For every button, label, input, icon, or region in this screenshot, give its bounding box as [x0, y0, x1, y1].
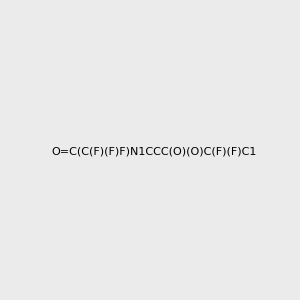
Text: O=C(C(F)(F)F)N1CCC(O)(O)C(F)(F)C1: O=C(C(F)(F)F)N1CCC(O)(O)C(F)(F)C1 — [51, 146, 256, 157]
